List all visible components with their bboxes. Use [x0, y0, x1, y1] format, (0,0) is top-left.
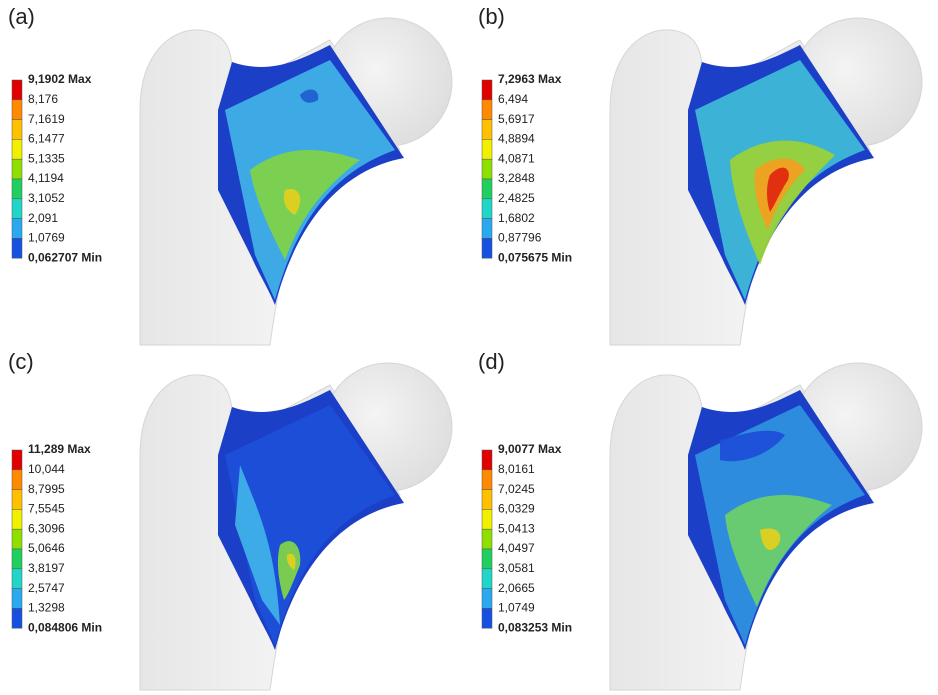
legend-swatch — [12, 159, 22, 179]
legend-swatch — [12, 179, 22, 199]
legend-label: 0,062707 Min — [28, 250, 102, 264]
legend-label: 4,8894 — [498, 132, 535, 146]
legend-label: 2,4825 — [498, 191, 535, 205]
legend-label: 9,0077 Max — [498, 442, 562, 456]
legend-label: 3,8197 — [28, 561, 65, 575]
legend-label: 0,87796 — [498, 231, 542, 245]
legend-swatch — [12, 529, 22, 549]
legend-label: 4,0871 — [498, 151, 535, 165]
legend-label: 6,1477 — [28, 132, 65, 146]
legend-label: 7,5545 — [28, 502, 65, 516]
legend-swatch — [12, 120, 22, 140]
panel-label: (a) — [8, 4, 35, 29]
legend-swatch — [482, 608, 492, 628]
legend-label: 2,0665 — [498, 581, 535, 595]
legend-swatch — [482, 490, 492, 510]
legend-label: 5,0413 — [498, 521, 535, 535]
legend-swatch — [482, 199, 492, 219]
legend-label: 10,044 — [28, 462, 65, 476]
panel: (d) 9,0077 Max 8,0161 7,0245 6,0329 5,0413 4,0… — [478, 349, 922, 690]
legend-swatch — [482, 549, 492, 569]
legend-swatch — [12, 139, 22, 159]
legend-label: 1,3298 — [28, 601, 65, 615]
legend-label: 11,289 Max — [28, 442, 91, 456]
legend-label: 6,3096 — [28, 521, 65, 535]
legend-swatch — [482, 80, 492, 100]
legend-swatch — [482, 120, 492, 140]
legend-swatch — [482, 470, 492, 490]
legend-swatch — [482, 159, 492, 179]
legend-label: 0,084806 Min — [28, 620, 102, 634]
legend-swatch — [482, 219, 492, 239]
legend-label: 8,7995 — [28, 482, 65, 496]
legend-swatch — [12, 490, 22, 510]
legend-label: 3,0581 — [498, 561, 535, 575]
legend-swatch — [12, 450, 22, 470]
legend-swatch — [482, 589, 492, 609]
legend-swatch — [12, 100, 22, 120]
legend-swatch — [482, 450, 492, 470]
legend-swatch — [12, 589, 22, 609]
legend-swatch — [12, 569, 22, 589]
legend-label: 2,091 — [28, 211, 58, 225]
legend-label: 3,1052 — [28, 191, 65, 205]
panel-label: (b) — [478, 4, 505, 29]
legend-swatch — [12, 199, 22, 219]
legend-label: 7,2963 Max — [498, 72, 562, 86]
legend-label: 6,494 — [498, 92, 528, 106]
legend-label: 0,075675 Min — [498, 250, 572, 264]
panel: (c) 11,289 Max 10,044 8,7995 7,5545 6,3096 5,0… — [8, 349, 452, 690]
panel-label: (c) — [8, 349, 34, 374]
legend-label: 7,0245 — [498, 482, 535, 496]
legend-swatch — [12, 509, 22, 529]
legend-label: 4,1194 — [28, 171, 64, 185]
legend-swatch — [12, 470, 22, 490]
legend-label: 5,1335 — [28, 151, 65, 165]
legend-label: 0,083253 Min — [498, 620, 572, 634]
legend-label: 9,1902 Max — [28, 72, 92, 86]
legend-swatch — [482, 509, 492, 529]
legend-swatch — [482, 100, 492, 120]
legend-label: 8,176 — [28, 92, 58, 106]
legend-swatch — [482, 238, 492, 258]
legend-label: 1,0769 — [28, 231, 65, 245]
legend-label: 3,2848 — [498, 171, 535, 185]
legend-swatch — [482, 569, 492, 589]
legend-swatch — [12, 80, 22, 100]
legend-swatch — [12, 238, 22, 258]
legend-label: 1,0749 — [498, 601, 535, 615]
legend-label: 8,0161 — [498, 462, 535, 476]
legend-label: 5,6917 — [498, 112, 535, 126]
legend-label: 7,1619 — [28, 112, 65, 126]
legend-label: 4,0497 — [498, 541, 535, 555]
legend-label: 5,0646 — [28, 541, 65, 555]
legend-swatch — [12, 219, 22, 239]
legend-swatch — [12, 608, 22, 628]
panel-label: (d) — [478, 349, 505, 374]
legend-swatch — [482, 179, 492, 199]
legend-swatch — [12, 549, 22, 569]
legend-label: 1,6802 — [498, 211, 535, 225]
panel: (a) 9,1902 Max 8,176 7,1619 6,1477 5,1335 4,11… — [8, 4, 452, 345]
legend-label: 2,5747 — [28, 581, 65, 595]
legend-swatch — [482, 529, 492, 549]
figure: (a) 9,1902 Max 8,176 7,1619 6,1477 5,1335 4,11… — [0, 0, 938, 695]
panel: (b) 7,2963 Max 6,494 5,6917 4,8894 4,0871 3,28… — [478, 4, 922, 345]
legend-swatch — [482, 139, 492, 159]
legend-label: 6,0329 — [498, 502, 535, 516]
